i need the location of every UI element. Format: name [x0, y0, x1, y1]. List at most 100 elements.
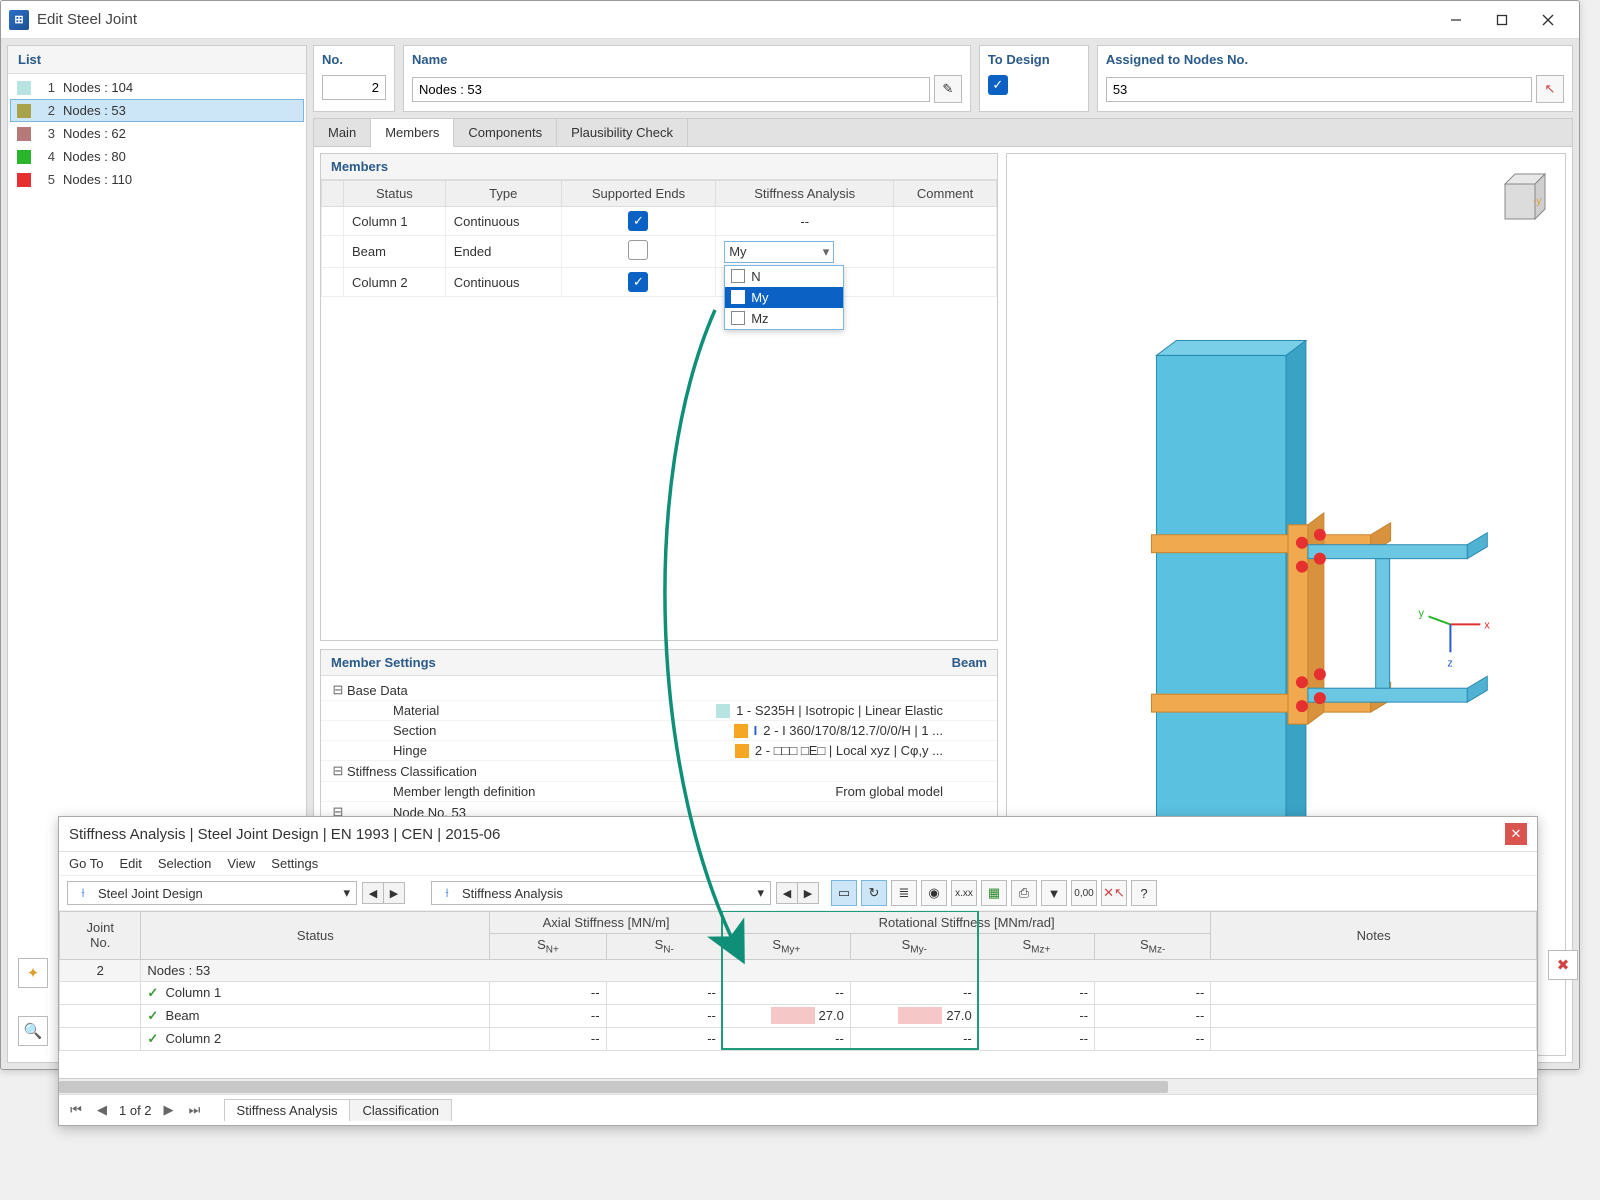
tool-print-icon[interactable]: ⎙: [1011, 880, 1037, 906]
tree-value: 2 - □□□ □E□ | Local xyz | Cφ,y ...: [735, 743, 949, 758]
cell-smzm: --: [1095, 1027, 1211, 1050]
checkbox-icon: [731, 311, 745, 325]
svg-text:x: x: [1484, 619, 1490, 631]
side-delete-icon[interactable]: ✖: [1548, 950, 1578, 980]
list-item[interactable]: 4 Nodes : 80: [10, 145, 304, 168]
tree-row-hinge[interactable]: Hinge2 - □□□ □E□ | Local xyz | Cφ,y ...: [321, 741, 997, 761]
maximize-button[interactable]: [1479, 5, 1525, 35]
list-item[interactable]: 1 Nodes : 104: [10, 76, 304, 99]
tab-main[interactable]: Main: [314, 119, 371, 146]
dropdown-item[interactable]: N: [725, 266, 843, 287]
tool-eye-icon[interactable]: ◉: [921, 880, 947, 906]
menu-view[interactable]: View: [227, 856, 255, 871]
footer-tab-stiffness-analysis[interactable]: Stiffness Analysis: [224, 1099, 351, 1121]
pager-prev[interactable]: ◀: [93, 1101, 111, 1119]
side-star-icon[interactable]: ✦: [18, 958, 48, 988]
tab-components[interactable]: Components: [454, 119, 557, 146]
list-item[interactable]: 2 Nodes : 53: [10, 99, 304, 122]
list-item-label: Nodes : 104: [63, 80, 133, 95]
analysis-combo[interactable]: ⟊ Stiffness Analysis ▾: [431, 881, 771, 905]
menu-go-to[interactable]: Go To: [69, 856, 103, 871]
check-icon: ✓: [147, 1031, 158, 1046]
results-close-button[interactable]: ✕: [1505, 823, 1527, 845]
expander-icon[interactable]: ⊟: [329, 763, 347, 779]
footer-tab-classification[interactable]: Classification: [349, 1099, 452, 1121]
results-grid: JointNo. Status Axial Stiffness [MN/m] R…: [59, 911, 1537, 1078]
supported-checkbox[interactable]: ✓: [628, 272, 648, 292]
table-row[interactable]: ✓ Beam -- -- 27.0 27.0 -- --: [60, 1004, 1537, 1027]
top-fields: No. Name ✎ To Design ✓ Assigned to Nodes…: [313, 45, 1573, 112]
tree-label: Member length definition: [347, 784, 835, 799]
minimize-button[interactable]: [1433, 5, 1479, 35]
field-assigned: Assigned to Nodes No. ↖: [1097, 45, 1573, 112]
tool-rotate-icon[interactable]: ↻: [861, 880, 887, 906]
group-row[interactable]: 2 Nodes : 53: [60, 959, 1537, 981]
tab-members[interactable]: Members: [371, 119, 454, 147]
window-title: Edit Steel Joint: [37, 11, 137, 28]
dropdown-item-label: N: [751, 269, 760, 284]
table-row[interactable]: ✓ Column 2 -- -- -- -- -- --: [60, 1027, 1537, 1050]
checkbox-icon: ✓: [731, 290, 745, 304]
section-icon: I: [754, 723, 758, 738]
supported-checkbox[interactable]: [628, 240, 648, 260]
tree-row-stiff_class[interactable]: ⊟Stiffness Classification: [321, 761, 997, 782]
name-input[interactable]: [412, 77, 930, 102]
stiffness-dropdown[interactable]: My▾ N ✓ My Mz: [724, 241, 885, 263]
tool-filter-icon[interactable]: ▼: [1041, 880, 1067, 906]
member-status: Column 1: [344, 207, 446, 236]
cell-snp: --: [490, 981, 606, 1004]
list-item[interactable]: 3 Nodes : 62: [10, 122, 304, 145]
dropdown-item[interactable]: ✓ My: [725, 287, 843, 308]
dropdown-item[interactable]: Mz: [725, 308, 843, 329]
tool-select-icon[interactable]: ▭: [831, 880, 857, 906]
row-name: ✓ Column 2: [141, 1027, 490, 1050]
tree-row-material[interactable]: Material1 - S235H | Isotropic | Linear E…: [321, 701, 997, 721]
field-name: Name ✎: [403, 45, 971, 112]
tree-row-section[interactable]: SectionI2 - I 360/170/8/12.7/0/0/H | 1 .…: [321, 721, 997, 741]
list-item[interactable]: 5 Nodes : 110: [10, 168, 304, 191]
tree-row-mlen[interactable]: Member length definitionFrom global mode…: [321, 782, 997, 802]
menu-selection[interactable]: Selection: [158, 856, 211, 871]
pager-first[interactable]: ⏮: [67, 1101, 85, 1119]
analysis-next-button[interactable]: ▶: [797, 882, 819, 904]
design-prev-button[interactable]: ◀: [362, 882, 384, 904]
pager-next[interactable]: ▶: [160, 1101, 178, 1119]
menu-edit[interactable]: Edit: [119, 856, 141, 871]
expander-icon[interactable]: ⊟: [329, 682, 347, 698]
tool-chart-icon[interactable]: ≣: [891, 880, 917, 906]
analysis-prev-button[interactable]: ◀: [776, 882, 798, 904]
side-search-icon[interactable]: 🔍: [18, 1016, 48, 1046]
table-row[interactable]: Beam Ended My▾ N ✓ My Mz: [322, 236, 997, 268]
assigned-input[interactable]: [1106, 77, 1532, 102]
assigned-pick-button[interactable]: ↖: [1536, 75, 1564, 103]
list-item-label: Nodes : 110: [63, 172, 132, 187]
cell-snm: --: [606, 1004, 722, 1027]
design-next-button[interactable]: ▶: [383, 882, 405, 904]
members-table: StatusTypeSupported EndsStiffness Analys…: [321, 180, 997, 297]
table-row[interactable]: Column 2 Continuous ✓ --: [322, 268, 997, 297]
close-button[interactable]: [1525, 5, 1571, 35]
tree-label: Material: [347, 703, 716, 718]
tab-plausibility-check[interactable]: Plausibility Check: [557, 119, 688, 146]
list-item-index: 2: [39, 103, 55, 118]
supported-checkbox[interactable]: ✓: [628, 211, 648, 231]
table-row[interactable]: ✓ Column 1 -- -- -- -- -- --: [60, 981, 1537, 1004]
results-scrollbar[interactable]: [59, 1078, 1537, 1094]
pager-last[interactable]: ⏭: [186, 1101, 204, 1119]
name-edit-button[interactable]: ✎: [934, 75, 962, 103]
swatch: [17, 104, 31, 118]
results-panel: Stiffness Analysis | Steel Joint Design …: [58, 816, 1538, 1126]
tool-help-icon[interactable]: ?: [1131, 880, 1157, 906]
menu-settings[interactable]: Settings: [271, 856, 318, 871]
tool-excel-icon[interactable]: ▦: [981, 880, 1007, 906]
tool-xxx-icon[interactable]: x.xx: [951, 880, 977, 906]
no-input[interactable]: [322, 75, 386, 100]
tool-decimals-icon[interactable]: 0,00: [1071, 880, 1097, 906]
swatch: [17, 150, 31, 164]
nav-cube[interactable]: -y: [1485, 164, 1555, 234]
tree-row-base_data[interactable]: ⊟Base Data: [321, 680, 997, 701]
design-combo[interactable]: ⟊ Steel Joint Design ▾: [67, 881, 357, 905]
table-row[interactable]: Column 1 Continuous ✓ --: [322, 207, 997, 236]
to-design-checkbox[interactable]: ✓: [988, 75, 1008, 95]
tool-clear-icon[interactable]: ✕↖: [1101, 880, 1127, 906]
